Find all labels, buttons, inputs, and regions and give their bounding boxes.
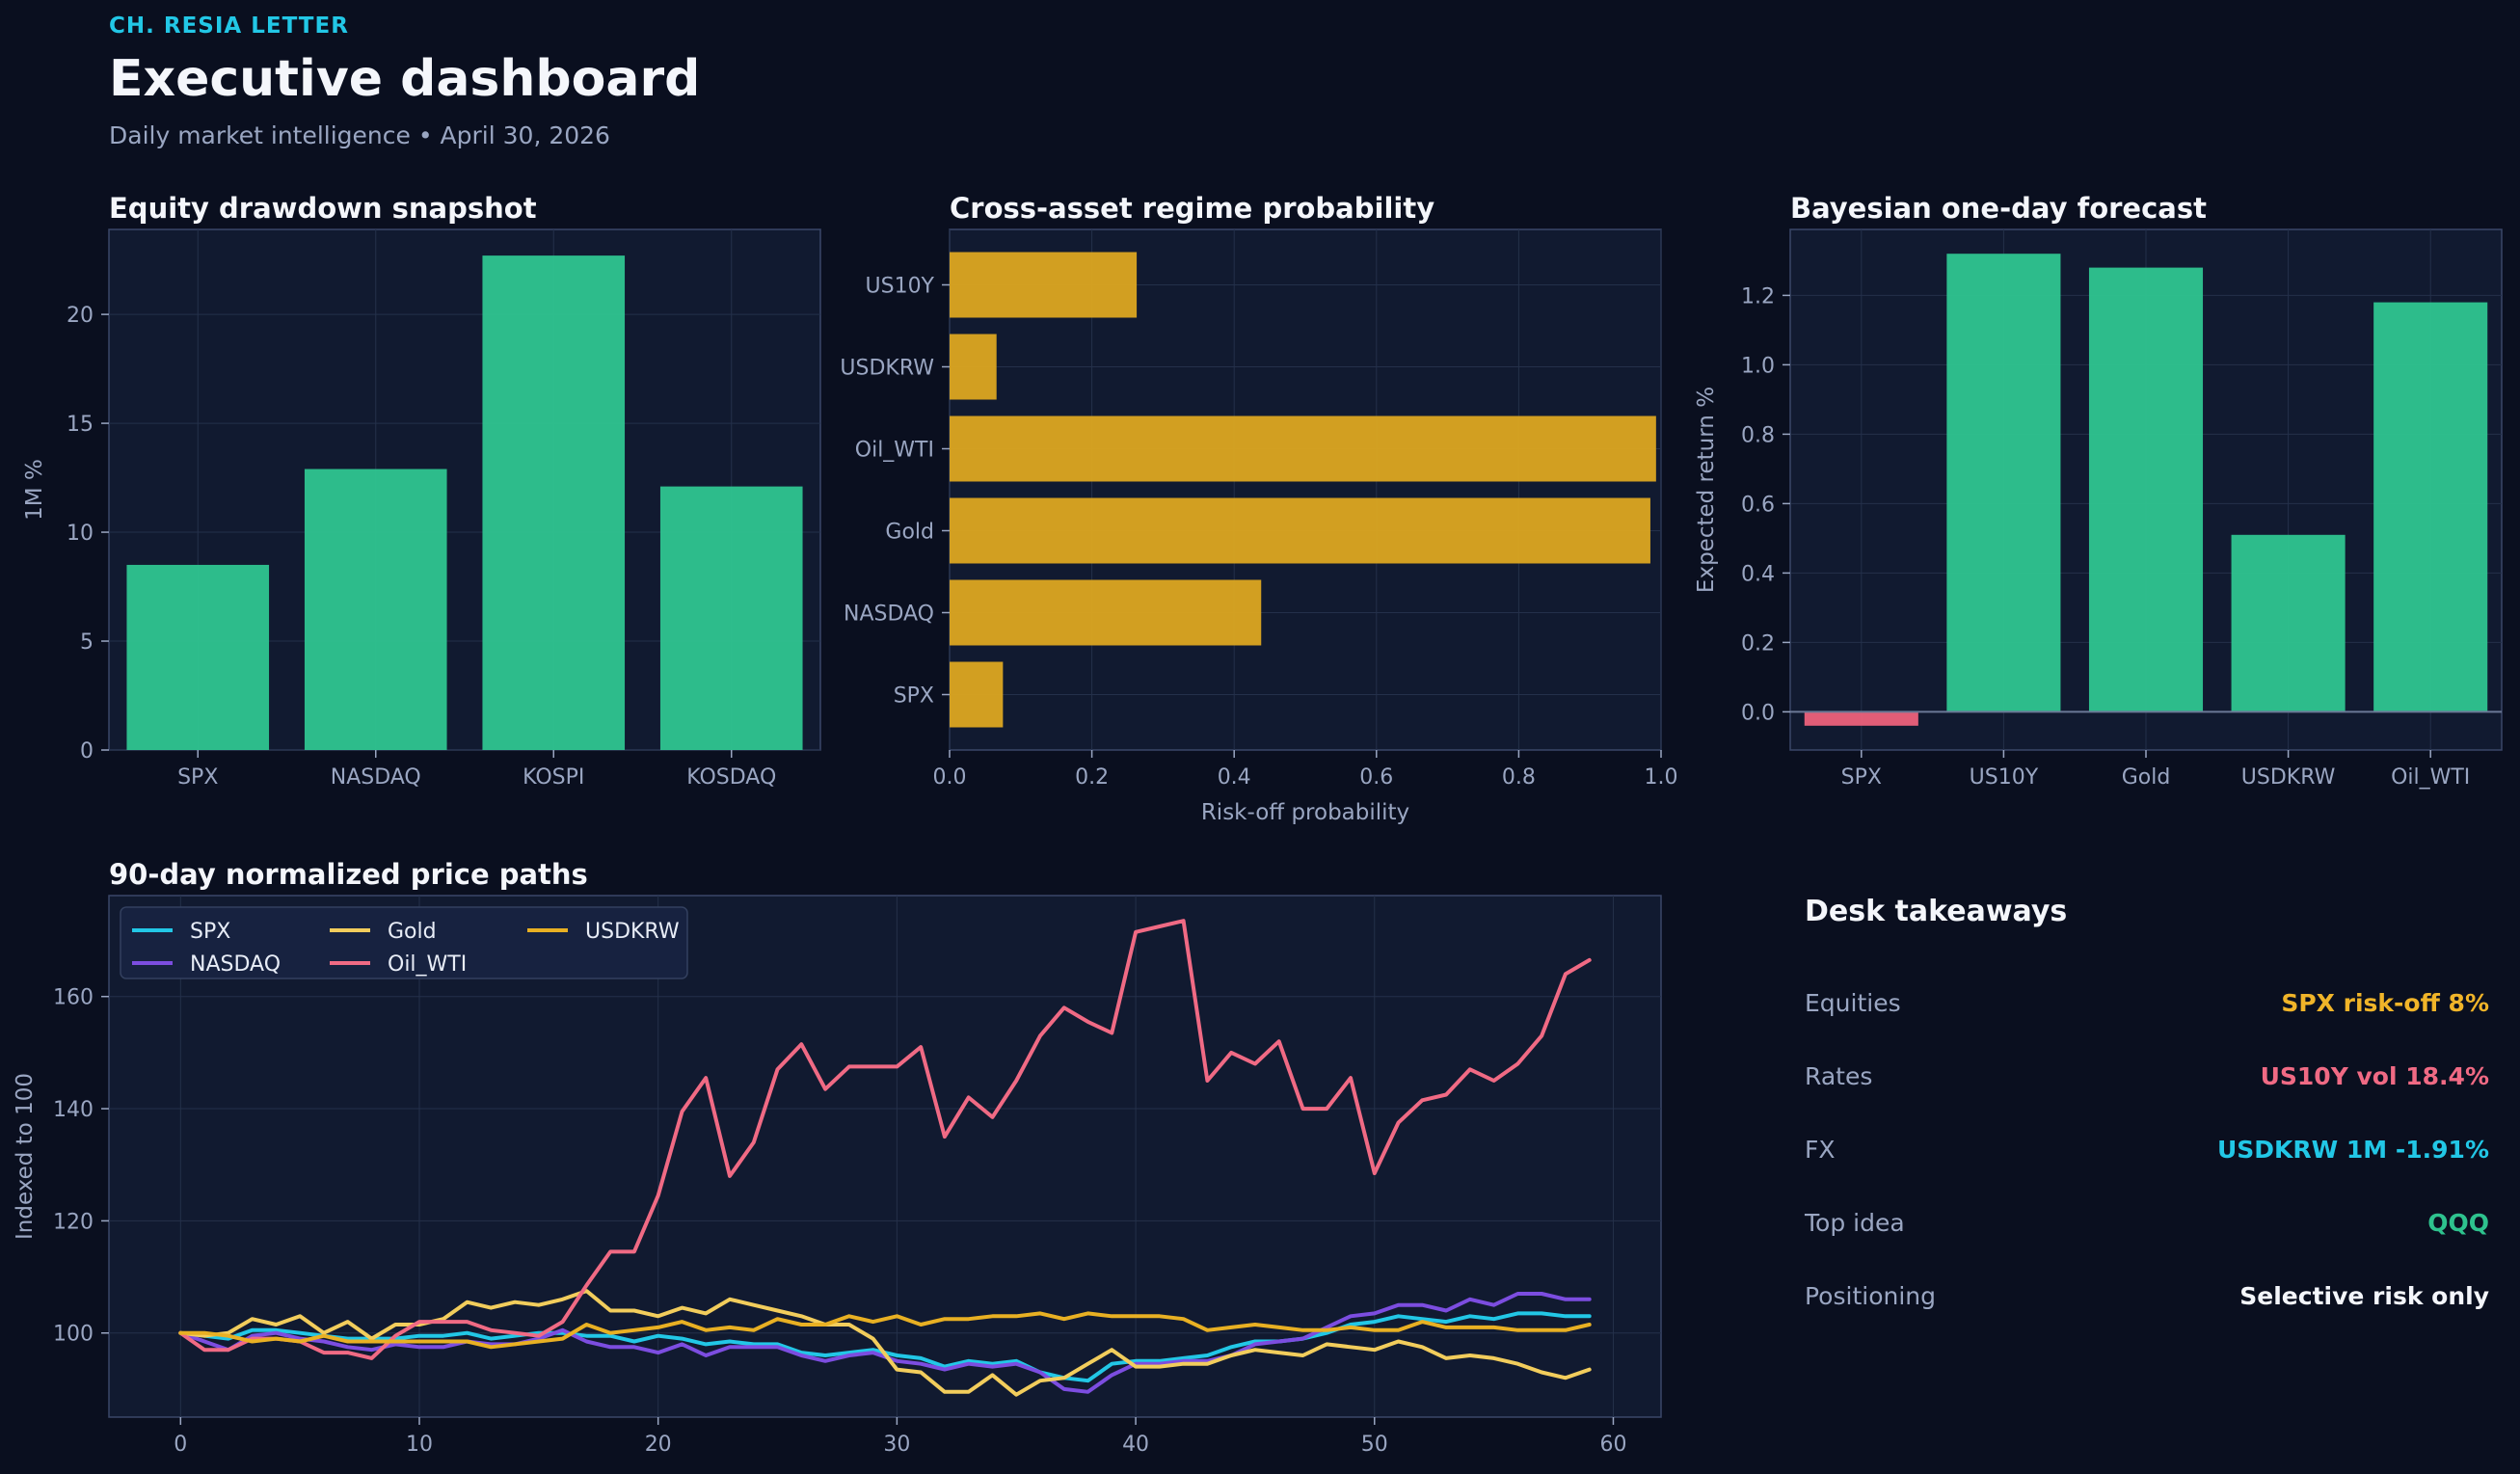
regime-xtick-label: 0.4 bbox=[1218, 765, 1251, 790]
regime-title: Cross-asset regime probability bbox=[950, 192, 1434, 225]
page-subtitle: Daily market intelligence • April 30, 20… bbox=[109, 121, 610, 149]
takeaway-row: FX USDKRW 1M -1.91% bbox=[1805, 1136, 2489, 1168]
paths-legend bbox=[120, 906, 688, 979]
paths-xtick-label: 40 bbox=[1122, 1433, 1149, 1457]
forecast-xtick-label: US10Y bbox=[1970, 765, 2039, 790]
takeaway-row: Rates US10Y vol 18.4% bbox=[1805, 1062, 2489, 1095]
regime-xtick-label: 1.0 bbox=[1645, 765, 1678, 790]
drawdown-ytick-label: 15 bbox=[67, 413, 94, 437]
forecast-ytick-label: 0.8 bbox=[1741, 423, 1775, 447]
drawdown-ytick-label: 0 bbox=[80, 739, 94, 764]
takeaway-value: US10Y vol 18.4% bbox=[2260, 1062, 2489, 1090]
paths-ytick-label: 160 bbox=[53, 986, 94, 1010]
takeaway-label: Rates bbox=[1805, 1062, 1873, 1090]
regime-bar bbox=[950, 497, 1650, 564]
takeaway-label: FX bbox=[1805, 1136, 1836, 1164]
takeaway-row: Positioning Selective risk only bbox=[1805, 1282, 2489, 1315]
drawdown-ytick-label: 20 bbox=[67, 304, 94, 328]
page-title: Executive dashboard bbox=[109, 50, 701, 108]
forecast-xtick-label: Gold bbox=[2122, 765, 2171, 790]
drawdown-xtick-label: KOSPI bbox=[523, 765, 584, 790]
drawdown-bar bbox=[482, 255, 626, 750]
forecast-ytick-label: 1.0 bbox=[1741, 354, 1775, 378]
forecast-xtick-label: SPX bbox=[1841, 765, 1882, 790]
paths-legend-label: USDKRW bbox=[585, 920, 680, 944]
drawdown-bar bbox=[126, 564, 270, 750]
drawdown-xtick-label: KOSDAQ bbox=[686, 765, 776, 790]
paths-legend-label: Gold bbox=[388, 920, 437, 944]
takeaways-title: Desk takeaways bbox=[1805, 895, 2068, 928]
forecast-bar bbox=[2231, 534, 2346, 712]
takeaway-label: Positioning bbox=[1805, 1282, 1936, 1310]
regime-xtick-label: 0.6 bbox=[1359, 765, 1393, 790]
regime-bar bbox=[950, 415, 1656, 482]
forecast-bar bbox=[1946, 254, 2061, 712]
regime-bar bbox=[950, 252, 1138, 318]
paths-line-usdkrw bbox=[178, 1311, 1592, 1350]
paths-line-oil_wti bbox=[178, 919, 1592, 1360]
forecast-ytick-label: 1.2 bbox=[1741, 284, 1775, 308]
paths-ylabel: Indexed to 100 bbox=[13, 1073, 38, 1240]
forecast-title: Bayesian one-day forecast bbox=[1790, 192, 2207, 225]
paths-ytick-label: 100 bbox=[53, 1323, 94, 1347]
paths-xtick-label: 20 bbox=[645, 1433, 672, 1457]
paths-ytick-label: 120 bbox=[53, 1210, 94, 1234]
forecast-bar bbox=[2088, 267, 2204, 712]
paths-xtick-label: 50 bbox=[1361, 1433, 1388, 1457]
regime-ytick-label: Gold bbox=[885, 521, 934, 545]
paths-title: 90-day normalized price paths bbox=[109, 858, 588, 891]
drawdown-xtick-label: SPX bbox=[177, 765, 218, 790]
regime-xtick-label: 0.8 bbox=[1502, 765, 1536, 790]
regime-ytick-label: SPX bbox=[894, 684, 934, 709]
regime-xtick-label: 0.0 bbox=[933, 765, 967, 790]
regime-ytick-label: Oil_WTI bbox=[855, 439, 934, 463]
forecast-xtick-label: Oil_WTI bbox=[2391, 765, 2470, 790]
takeaway-value: Selective risk only bbox=[2239, 1282, 2489, 1310]
forecast-ytick-label: 0.4 bbox=[1741, 562, 1775, 586]
regime-xtick-label: 0.2 bbox=[1075, 765, 1109, 790]
drawdown-xtick-label: NASDAQ bbox=[331, 765, 421, 790]
paths-xtick-label: 10 bbox=[406, 1433, 433, 1457]
drawdown-ylabel: 1M % bbox=[22, 459, 47, 521]
forecast-ylabel: Expected return % bbox=[1694, 387, 1719, 593]
paths-xtick-label: 0 bbox=[174, 1433, 187, 1457]
regime-ytick-label: USDKRW bbox=[840, 357, 934, 381]
regime-bar bbox=[950, 661, 1004, 728]
forecast-bar bbox=[1804, 711, 1918, 726]
paths-legend-label: Oil_WTI bbox=[388, 952, 467, 977]
paths-legend-label: NASDAQ bbox=[190, 952, 281, 977]
regime-xlabel: Risk-off probability bbox=[1201, 800, 1409, 825]
drawdown-bar bbox=[304, 469, 447, 750]
regime-ytick-label: US10Y bbox=[866, 275, 935, 299]
takeaway-label: Equities bbox=[1805, 989, 1901, 1017]
forecast-xtick-label: USDKRW bbox=[2241, 765, 2336, 790]
takeaway-value: USDKRW 1M -1.91% bbox=[2216, 1136, 2489, 1164]
drawdown-title: Equity drawdown snapshot bbox=[109, 192, 537, 225]
drawdown-ytick-label: 10 bbox=[67, 522, 94, 546]
paths-ytick-label: 140 bbox=[53, 1098, 94, 1122]
regime-bar bbox=[950, 334, 997, 400]
takeaway-row: Equities SPX risk-off 8% bbox=[1805, 989, 2489, 1022]
forecast-ytick-label: 0.0 bbox=[1741, 701, 1775, 725]
forecast-bar bbox=[2373, 302, 2488, 712]
brand-label: CH. RESIA LETTER bbox=[109, 13, 349, 39]
regime-bar bbox=[950, 579, 1262, 646]
paths-xtick-label: 60 bbox=[1599, 1433, 1626, 1457]
takeaway-value: QQQ bbox=[2427, 1209, 2489, 1237]
takeaway-row: Top idea QQQ bbox=[1805, 1209, 2489, 1242]
forecast-ytick-label: 0.2 bbox=[1741, 631, 1775, 656]
regime-ytick-label: NASDAQ bbox=[844, 603, 934, 627]
drawdown-ytick-label: 5 bbox=[80, 630, 94, 655]
forecast-ytick-label: 0.6 bbox=[1741, 493, 1775, 517]
takeaway-value: SPX risk-off 8% bbox=[2281, 989, 2489, 1017]
paths-legend-label: SPX bbox=[190, 920, 230, 944]
drawdown-bar bbox=[659, 486, 803, 750]
paths-xtick-label: 30 bbox=[883, 1433, 910, 1457]
takeaway-label: Top idea bbox=[1805, 1209, 1905, 1237]
